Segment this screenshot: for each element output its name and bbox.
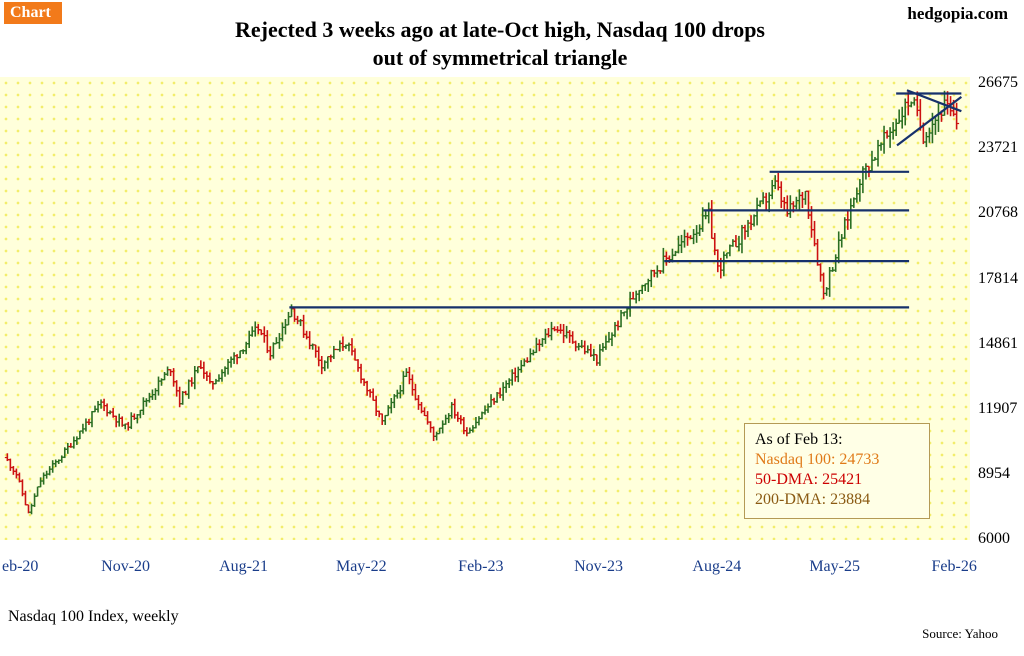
y-tick-label: 23721 — [978, 139, 1018, 157]
x-tick-label: Feb-23 — [458, 558, 504, 575]
y-tick-label: 17814 — [978, 269, 1018, 287]
x-tick-label: eb-20 — [2, 558, 39, 575]
y-tick-label: 11907 — [978, 399, 1018, 417]
y-tick-label: 8954 — [978, 464, 1010, 482]
x-tick-label: Aug-24 — [692, 558, 742, 575]
plot-area — [0, 77, 970, 540]
stats-as-of: As of Feb 13: — [755, 431, 843, 448]
stats-50dma: 50-DMA: 25421 — [755, 471, 863, 488]
y-tick-label: 20768 — [978, 204, 1018, 222]
x-tick-label: Nov-23 — [574, 558, 623, 575]
trendline — [906, 89, 962, 113]
chart-title: Rejected 3 weeks ago at late-Oct high, N… — [234, 17, 765, 70]
chart-subtitle: Nasdaq 100 Index, weekly — [8, 608, 179, 625]
y-tick-label: 6000 — [978, 530, 1010, 547]
chart-source: Source: Yahoo — [922, 626, 998, 641]
stats-last-price: Nasdaq 100: 24733 — [755, 451, 880, 468]
x-tick-label: May-25 — [809, 558, 860, 575]
stats-200dma: 200-DMA: 23884 — [755, 491, 871, 508]
x-tick-label: Nov-20 — [101, 558, 151, 575]
trendline — [896, 95, 963, 147]
x-tick-label: May-22 — [335, 558, 387, 575]
stats-box: As of Feb 13: Nasdaq 100: 24733 50-DMA: … — [744, 423, 930, 519]
brand-name: hedgopia.com — [907, 4, 1008, 23]
chart-label: Chart 3 — [4, 2, 62, 43]
x-tick-label: Feb-26 — [931, 558, 977, 575]
x-tick-label: Aug-21 — [219, 558, 268, 575]
y-tick-label: 26675 — [978, 74, 1018, 92]
y-tick-label: 14861 — [978, 334, 1018, 352]
